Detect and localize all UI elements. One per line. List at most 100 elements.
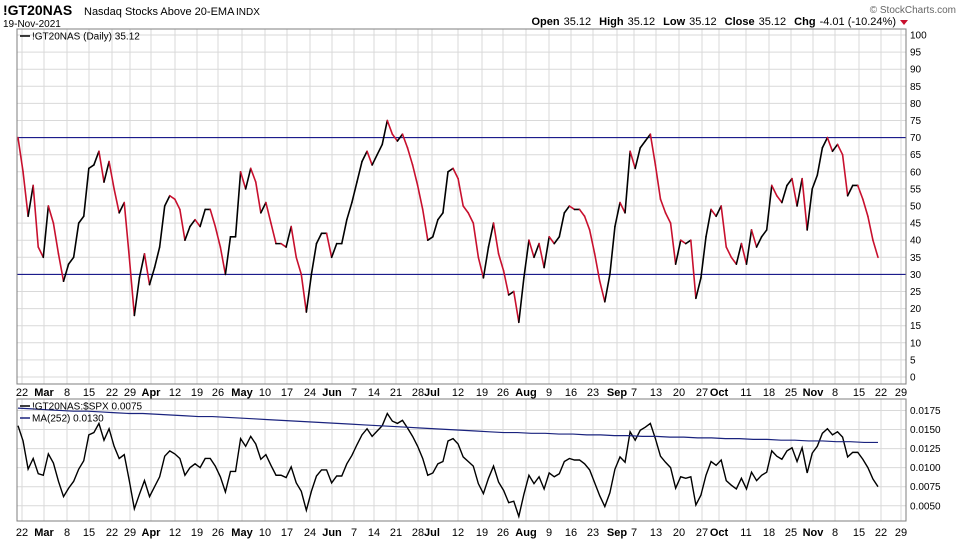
main-line-segment [254, 181, 262, 214]
x-tick-label-lower: Aug [515, 527, 536, 539]
x-tick-label: 26 [212, 387, 224, 399]
main-line-segment [330, 242, 338, 259]
x-tick-label-lower: Jun [322, 527, 342, 539]
x-tick-label: 13 [650, 387, 662, 399]
main-line-segment [280, 242, 287, 248]
main-line-segment [426, 235, 434, 241]
main-line-segment [497, 253, 505, 272]
main-line-segment [543, 235, 550, 269]
main-line-segment [781, 184, 788, 204]
main-line-segment [396, 133, 404, 142]
x-tick-label-lower: 22 [875, 527, 887, 539]
main-line-segment [285, 225, 292, 248]
main-panel-hlines [17, 137, 906, 275]
main-line-segment [376, 143, 384, 156]
main-line-segment [533, 242, 540, 259]
main-line-segment [512, 290, 520, 324]
main-line-segment [133, 277, 141, 317]
x-tick-label: 12 [452, 387, 464, 399]
ohlc-value-high: 35.12 [628, 16, 656, 28]
x-tick-label: 19 [476, 387, 488, 399]
x-tick-label: 10 [259, 387, 271, 399]
main-line-segment [184, 225, 191, 241]
x-tick-label-lower: 15 [853, 527, 865, 539]
x-tick-label: 22 [875, 387, 887, 399]
chart-name: Nasdaq Stocks Above 20-EMA [84, 6, 235, 18]
main-line-segment [47, 205, 55, 224]
x-tick-label: 22 [106, 387, 118, 399]
main-line-segment [715, 205, 722, 218]
main-line-segment [174, 198, 181, 211]
x-tick-label-lower: 12 [169, 527, 181, 539]
main-line-segment [219, 246, 227, 276]
x-tick-label: Jul [424, 387, 440, 399]
main-line-segment [234, 171, 242, 238]
main-line-segment [846, 184, 854, 197]
main-line-segment [67, 256, 75, 265]
main-line-segment [295, 256, 303, 276]
main-line-segment [37, 246, 45, 259]
main-y-tick-label: 75 [910, 116, 922, 127]
x-tick-label: 23 [587, 387, 599, 399]
main-line-segment [366, 150, 373, 166]
x-tick-label: 14 [368, 387, 380, 399]
main-line-segment [735, 242, 743, 265]
ratio-legend: !GT20NAS:$SPX 0.0075 [32, 402, 143, 413]
lower-y-tick-label: 0.0100 [910, 463, 941, 474]
main-line-segment [103, 160, 110, 183]
x-tick-label-lower: 17 [281, 527, 293, 539]
main-line-segment [841, 153, 849, 197]
main-line-segment [290, 225, 298, 259]
main-line-segment [108, 160, 115, 190]
main-line-segment [639, 140, 647, 149]
main-line-segment [750, 229, 758, 248]
main-line-segment [867, 215, 874, 241]
main-line-segment [57, 253, 65, 283]
x-tick-label-lower: 8 [832, 527, 838, 539]
main-line-segment [361, 150, 368, 163]
main-line-segment [88, 164, 95, 170]
main-line-segment [421, 208, 429, 241]
main-line-segment [325, 232, 333, 259]
main-line-segment [765, 184, 773, 231]
main-line-segment [634, 147, 642, 170]
main-line-segment [684, 239, 692, 245]
x-tick-label-lower: 7 [351, 527, 357, 539]
x-tick-label: Aug [515, 387, 536, 399]
ohlc-value-low: 35.12 [689, 16, 717, 28]
x-tick-label: 15 [853, 387, 865, 399]
main-line-segment [93, 150, 100, 166]
x-tick-label: Oct [710, 387, 729, 399]
x-tick-label-lower: 27 [696, 527, 708, 539]
x-tick-label: 22 [16, 387, 28, 399]
main-line-segment [391, 133, 399, 142]
main-line-segment [62, 263, 70, 283]
x-tick-label: 28 [412, 387, 424, 399]
x-tick-label-lower: 16 [565, 527, 577, 539]
main-line-segment [467, 212, 475, 224]
x-tick-label: 16 [565, 387, 577, 399]
main-line-segment [568, 205, 576, 211]
x-tick-label: 9 [546, 387, 552, 399]
x-tick-label-lower: Nov [803, 527, 825, 539]
main-line-segment [163, 194, 171, 207]
main-legend: !GT20NAS (Daily) 35.12 [32, 32, 140, 43]
ohlc-label-low: Low [663, 16, 685, 28]
x-tick-label-lower: 8 [64, 527, 70, 539]
main-line-segment [442, 171, 449, 214]
main-y-tick-label: 80 [910, 99, 922, 110]
lower-y-tick-label: 0.0125 [910, 444, 941, 455]
main-line-segment [381, 119, 389, 146]
main-line-segment [148, 266, 156, 286]
main-line-segment [705, 208, 712, 238]
main-line-segment [386, 119, 394, 135]
main-panel-frame [16, 28, 907, 385]
main-line-segment [523, 239, 530, 279]
x-tick-label-lower: 29 [124, 527, 136, 539]
main-line-segment [700, 235, 707, 279]
x-tick-label-lower: 21 [390, 527, 402, 539]
main-line-segment [72, 222, 80, 259]
main-line-segment [558, 212, 566, 238]
main-y-tick-label: 15 [910, 321, 922, 332]
main-line-segment [649, 133, 657, 166]
